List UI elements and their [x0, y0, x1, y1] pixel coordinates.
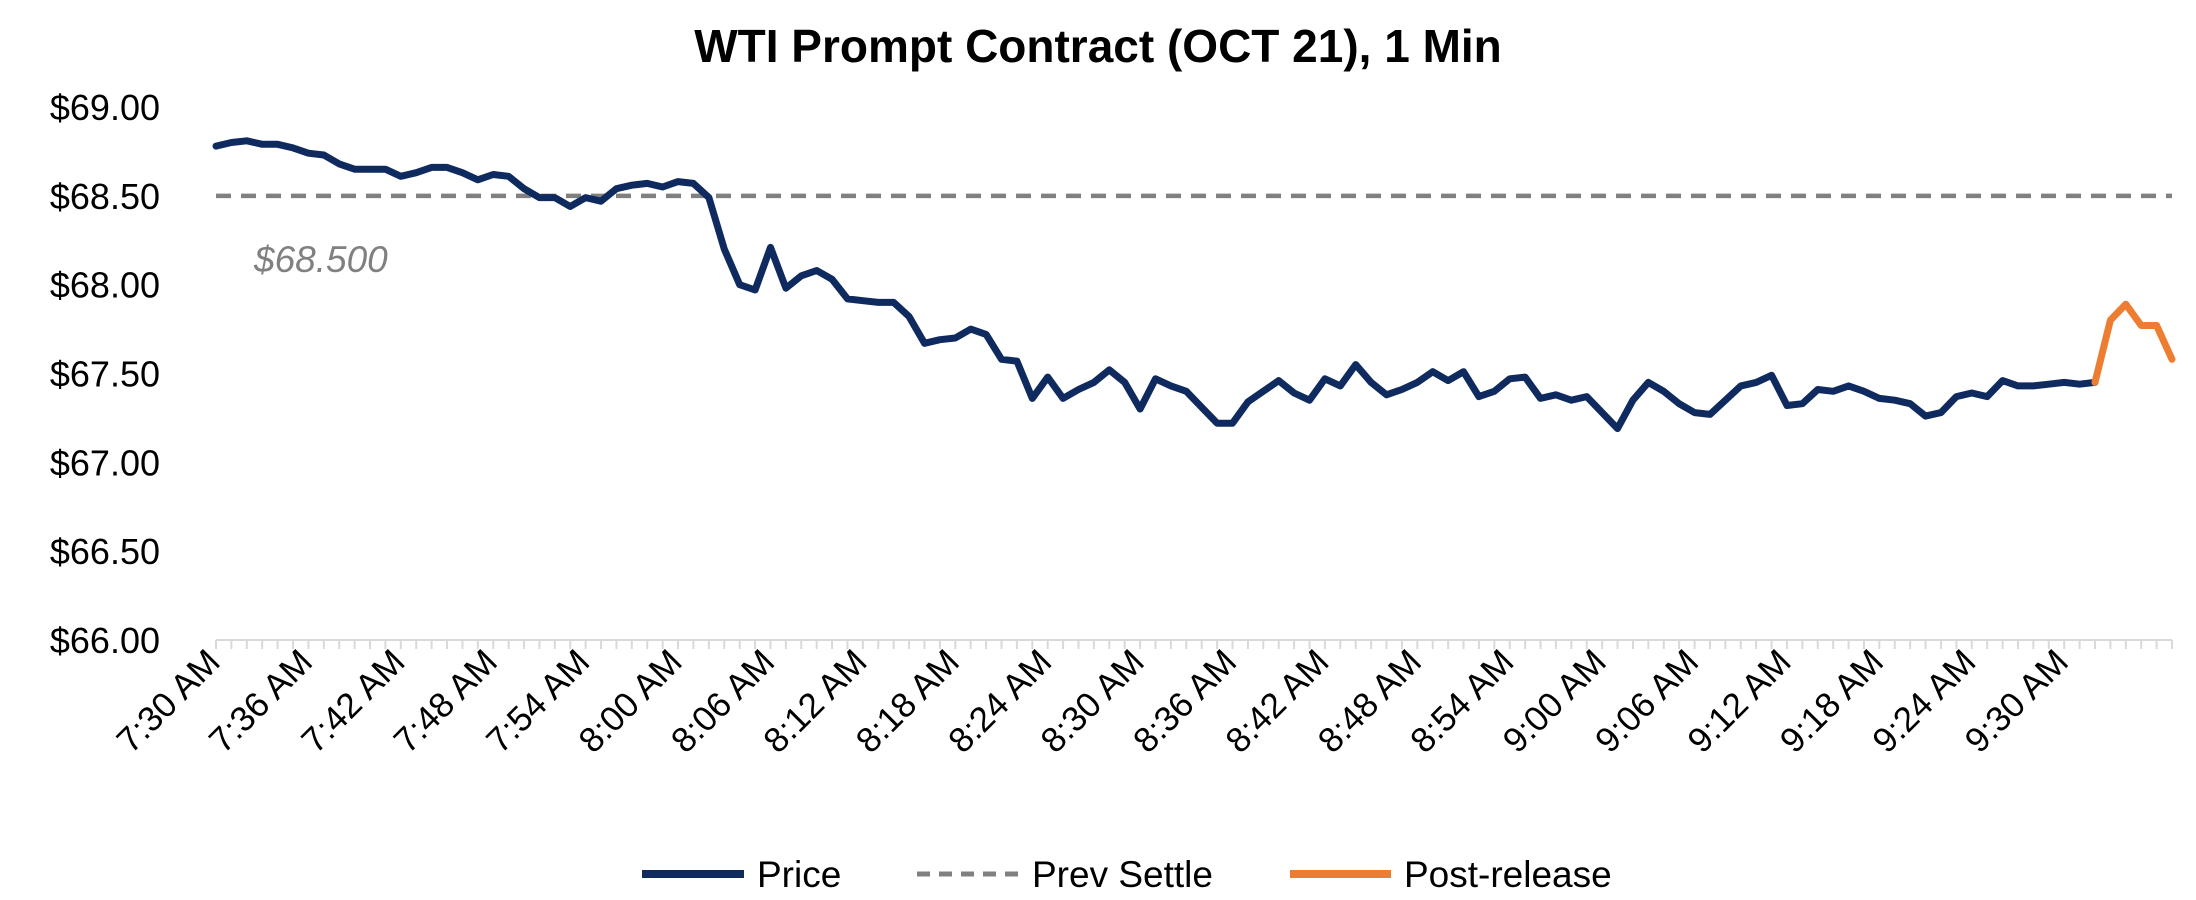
- x-tick-label: 8:24 AM: [941, 642, 1059, 760]
- x-tick-label: 9:06 AM: [1588, 642, 1706, 760]
- x-tick-label: 8:48 AM: [1311, 642, 1429, 760]
- y-tick-label: $68.50: [50, 176, 160, 217]
- chart-title: WTI Prompt Contract (OCT 21), 1 Min: [694, 20, 1502, 72]
- x-tick-label: 7:36 AM: [202, 642, 320, 760]
- x-axis: [215, 639, 2173, 649]
- x-tick-label: 9:30 AM: [1957, 642, 2075, 760]
- x-tick-label: 8:00 AM: [571, 642, 689, 760]
- x-axis-ticks: 7:30 AM7:36 AM7:42 AM7:48 AM7:54 AM8:00 …: [109, 642, 2076, 760]
- legend: Price Prev Settle Post-release: [642, 854, 1612, 895]
- x-tick-label: 9:24 AM: [1865, 642, 1983, 760]
- x-tick-label: 8:36 AM: [1126, 642, 1244, 760]
- x-tick-label: 8:12 AM: [756, 642, 874, 760]
- legend-label-prev-settle: Prev Settle: [1032, 854, 1213, 895]
- x-tick-label: 7:48 AM: [387, 642, 505, 760]
- x-tick-label: 9:18 AM: [1773, 642, 1891, 760]
- x-tick-label: 8:42 AM: [1218, 642, 1336, 760]
- y-tick-label: $69.00: [50, 87, 160, 128]
- y-tick-label: $66.00: [50, 620, 160, 661]
- x-tick-label: 9:00 AM: [1495, 642, 1613, 760]
- legend-label-post-release: Post-release: [1404, 854, 1612, 895]
- legend-label-price: Price: [757, 854, 841, 895]
- y-tick-label: $67.00: [50, 442, 160, 483]
- series-lines: [212, 137, 2176, 433]
- y-axis-ticks: $69.00 $68.50 $68.00 $67.50 $67.00 $66.50 $66.…: [50, 87, 160, 661]
- x-tick-label: 9:12 AM: [1680, 642, 1798, 760]
- prev-settle-label: $68.500: [253, 239, 388, 280]
- x-tick-label: 8:18 AM: [849, 642, 967, 760]
- x-tick-label: 8:54 AM: [1403, 642, 1521, 760]
- y-tick-label: $67.50: [50, 354, 160, 395]
- series-line-price: [212, 137, 2099, 433]
- x-tick-label: 7:54 AM: [479, 642, 597, 760]
- x-tick-label: 8:06 AM: [664, 642, 782, 760]
- y-tick-label: $68.00: [50, 265, 160, 306]
- y-tick-label: $66.50: [50, 531, 160, 572]
- x-tick-label: 8:30 AM: [1033, 642, 1151, 760]
- series-line-post-release: [2091, 300, 2176, 386]
- x-tick-label: 7:42 AM: [294, 642, 412, 760]
